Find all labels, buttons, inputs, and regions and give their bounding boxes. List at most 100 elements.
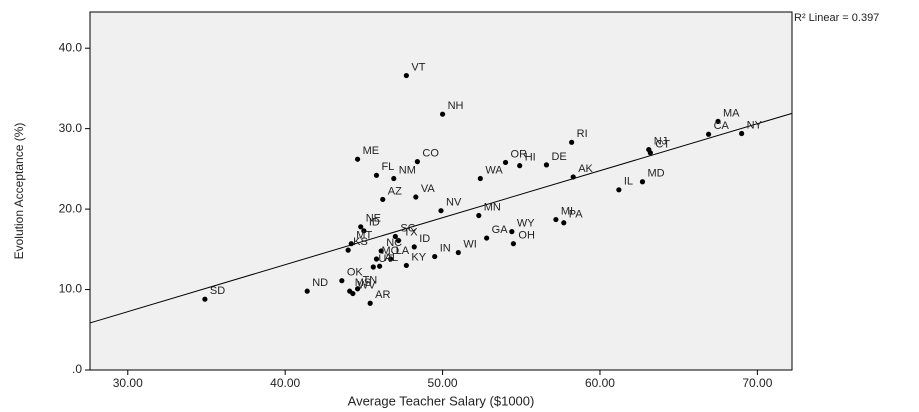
point-label: WY	[517, 218, 535, 230]
point-label: KS	[353, 236, 368, 248]
point	[553, 216, 559, 223]
point-label: KY	[411, 251, 426, 263]
point	[411, 244, 417, 250]
point	[570, 174, 576, 180]
point-label: AZ	[388, 185, 402, 197]
x-tick-label: 60.00	[585, 376, 615, 390]
point-label: LA	[396, 245, 410, 257]
point-label: NJ	[654, 135, 667, 147]
point	[373, 172, 380, 178]
annotation: R² Linear = 0.397	[794, 12, 879, 24]
point	[432, 253, 438, 260]
point	[354, 156, 361, 162]
x-tick-label: 40.00	[270, 376, 300, 390]
point	[509, 229, 515, 235]
point	[378, 248, 384, 254]
y-tick-label: .0	[72, 362, 82, 376]
point-label: OK	[347, 267, 364, 279]
point	[414, 159, 420, 165]
point	[373, 256, 380, 262]
point	[543, 162, 550, 168]
point	[361, 228, 367, 234]
y-tick-label: 30.0	[59, 121, 83, 135]
point	[502, 159, 509, 166]
point	[439, 111, 446, 117]
point-label: CT	[655, 139, 670, 151]
point	[510, 241, 517, 247]
point-label: ID	[369, 217, 380, 229]
trend-line	[89, 112, 793, 324]
point-label: GA	[492, 224, 509, 236]
point	[705, 131, 712, 137]
point-label: NE	[366, 213, 381, 225]
y-axis-label: Evolution Acceptance (%)	[12, 123, 26, 260]
y-tick-label: 40.0	[59, 40, 83, 54]
point	[413, 194, 419, 200]
point	[388, 256, 394, 262]
y-tick-label: 10.0	[59, 282, 83, 296]
point-label: ID	[419, 233, 430, 245]
point-label: DE	[551, 151, 566, 163]
point	[380, 196, 386, 203]
point	[739, 130, 745, 137]
x-tick-label: 70.00	[742, 376, 772, 390]
point-label: SD	[210, 285, 225, 297]
point-label: CO	[422, 148, 439, 160]
point-label: HI	[525, 152, 536, 164]
point	[484, 235, 490, 241]
point-label: VA	[421, 183, 436, 195]
point-label: CA	[714, 120, 730, 132]
point	[304, 288, 310, 294]
point	[403, 262, 409, 269]
point	[377, 263, 383, 269]
point	[403, 72, 409, 79]
x-tick-label: 30.00	[113, 376, 143, 390]
point-label: FL	[381, 161, 394, 173]
point	[438, 208, 444, 214]
point-label: MI	[561, 205, 573, 217]
point	[347, 288, 353, 294]
point-label: NY	[747, 119, 763, 131]
point-label: ND	[312, 277, 328, 289]
point	[345, 247, 351, 253]
point-label: IN	[440, 242, 451, 254]
point	[455, 249, 461, 256]
point-label: MS	[355, 277, 372, 289]
point-label: OH	[518, 230, 535, 242]
point-label: MD	[647, 168, 664, 180]
point	[639, 179, 646, 185]
point-label: SC	[400, 222, 415, 234]
point	[476, 212, 482, 219]
plot-area	[89, 11, 793, 371]
point	[569, 139, 575, 145]
point	[561, 220, 567, 226]
point-label: PA	[569, 209, 584, 221]
point	[367, 300, 373, 306]
point-label: AK	[578, 163, 593, 175]
point	[616, 187, 622, 193]
point	[395, 237, 402, 244]
point	[517, 163, 523, 169]
point-label: NH	[448, 100, 464, 112]
point-label: WA	[485, 164, 503, 176]
point-label: WV	[358, 279, 376, 291]
point-label: TX	[404, 226, 419, 238]
point-label: NC	[386, 237, 402, 249]
point-label: MA	[723, 107, 740, 119]
point	[370, 264, 376, 270]
y-tick-label: 20.0	[59, 201, 83, 215]
point-label: OR	[511, 148, 528, 160]
point-label: MN	[484, 201, 501, 213]
point	[358, 224, 364, 230]
point-label: TN	[363, 275, 378, 287]
x-tick-label: 50.00	[428, 376, 458, 390]
point-label: UT	[378, 253, 393, 265]
point	[354, 286, 361, 292]
point	[647, 150, 653, 156]
point-label: VT	[411, 61, 425, 73]
point	[477, 175, 483, 182]
x-axis-label: Average Teacher Salary ($1000)	[348, 393, 535, 408]
point	[715, 118, 721, 125]
point-label: ME	[363, 145, 380, 157]
